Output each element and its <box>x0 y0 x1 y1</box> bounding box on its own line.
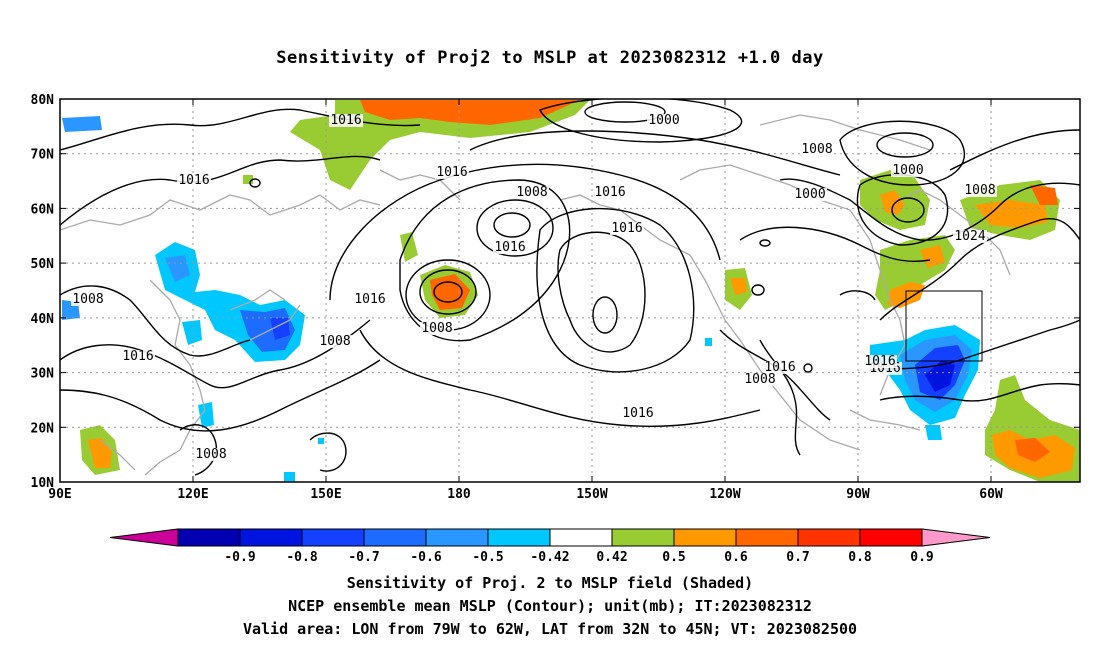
contour-label: 1008 <box>72 292 103 307</box>
colorbar-swatch <box>673 528 737 547</box>
shade-us-orange2 <box>920 245 945 268</box>
colorbar-label: 0.9 <box>910 550 933 565</box>
shade-eastcoast-blue5 <box>925 425 942 440</box>
lon-label: 150E <box>310 487 341 502</box>
colorbar-swatch <box>611 528 675 547</box>
colorbar-label: 0.5 <box>662 550 685 565</box>
lat-label: 70N <box>31 148 55 163</box>
mslp-contours <box>60 99 1080 476</box>
coastlines <box>60 114 1011 476</box>
shade-small-blue <box>182 320 202 345</box>
lat-label: 40N <box>31 312 55 327</box>
colorbar-swatch <box>239 528 303 547</box>
colorbar-label: -0.5 <box>472 550 503 565</box>
graticule <box>60 99 1080 482</box>
shade-taiwan-blue <box>198 402 214 428</box>
colorbar-swatch <box>363 528 427 547</box>
contour-label: 1016 <box>354 292 385 307</box>
contour-label: 1000 <box>794 187 825 202</box>
colorbar-swatch <box>735 528 799 547</box>
contour-label: 1008 <box>801 142 832 157</box>
colorbar-swatch <box>301 528 365 547</box>
lat-label: 50N <box>31 257 55 272</box>
colorbar-label: -0.9 <box>224 550 255 565</box>
colorbar-label: 0.6 <box>724 550 748 565</box>
colorbar-swatch <box>797 528 861 547</box>
contour-label: 1016 <box>178 173 209 188</box>
contour-label: 1016 <box>764 360 795 375</box>
contour-label: 1016 <box>436 165 467 180</box>
caption-valid-area: Valid area: LON from 79W to 62W, LAT fro… <box>242 620 858 638</box>
colorbar-label: 0.7 <box>786 550 809 565</box>
shade-bay-orange <box>88 438 112 468</box>
lat-label: 80N <box>31 93 55 108</box>
shade-blue-topleft <box>62 116 102 132</box>
contour-label: 1016 <box>122 349 153 364</box>
contour-label: 1000 <box>648 113 679 128</box>
contour-label: 1008 <box>195 447 226 462</box>
shade-greenland-orange <box>880 190 905 215</box>
lon-label: 90E <box>48 487 71 502</box>
shade-tiny-cyan2 <box>318 438 324 444</box>
colorbar-label: -0.7 <box>348 550 379 565</box>
colorbar-label: 0.8 <box>848 550 872 565</box>
colorbar: -0.9 -0.8 -0.7 -0.6 -0.5 -0.42 0.42 0.5 0.6 0.7 0.… <box>109 528 991 565</box>
contour-label: 1016 <box>494 240 525 255</box>
colorbar-swatch <box>487 528 551 547</box>
lat-label: 20N <box>31 421 55 436</box>
caption-shading: Sensitivity of Proj. 2 to MSLP field (Sh… <box>346 574 754 592</box>
valid-area-box <box>905 290 983 362</box>
sensitivity-shading <box>62 100 1080 482</box>
lon-label: 60W <box>979 487 1003 502</box>
contour-label: 1008 <box>964 183 995 198</box>
shade-atl-orange2 <box>1015 438 1050 462</box>
colorbar-swatch <box>549 528 613 547</box>
contour-label: 1016 <box>864 354 895 369</box>
caption-contour: NCEP ensemble mean MSLP (Contour); unit(… <box>288 597 812 615</box>
lon-label: 180 <box>447 487 471 502</box>
contour-label: 1016 <box>622 406 653 421</box>
contour-label: 1016 <box>611 221 642 236</box>
colorbar-low-arrow <box>109 528 179 547</box>
contour-label: 1016 <box>594 185 625 200</box>
lat-label: 10N <box>31 476 55 491</box>
colorbar-label: -0.42 <box>530 550 569 565</box>
contour-label: 1024 <box>954 229 985 244</box>
shade-arctic-orange <box>360 100 580 125</box>
lon-label: 90W <box>846 487 870 502</box>
colorbar-label: 0.42 <box>596 550 627 565</box>
colorbar-swatch <box>859 528 923 547</box>
shade-alaska-orange <box>730 278 747 295</box>
shade-japan-blue2 <box>165 255 190 282</box>
shade-tiny-cyan3 <box>705 338 712 346</box>
contour-label: 1008 <box>319 334 350 349</box>
contour-label: 1000 <box>892 163 923 178</box>
shade-eastcoast-blue4 <box>925 360 955 392</box>
lon-label: 150W <box>576 487 607 502</box>
contour-label: 1008 <box>516 185 547 200</box>
plot-frame <box>59 98 1081 483</box>
shade-small-green <box>400 232 418 262</box>
colorbar-high-arrow <box>921 528 991 547</box>
contour-label: 1008 <box>421 321 452 336</box>
contour-label: 1016 <box>330 113 361 128</box>
lon-label: 120E <box>177 487 208 502</box>
colorbar-swatch <box>425 528 489 547</box>
shade-labrador-orange2 <box>1030 185 1058 205</box>
shade-japan-blue4 <box>270 318 290 340</box>
colorbar-swatch <box>177 528 241 547</box>
longitude-labels: 90E 120E 150E 180 150W 120W 90W 60W <box>48 487 1003 502</box>
lat-label: 30N <box>31 367 55 382</box>
shade-labrador-orange <box>975 200 1048 228</box>
latitude-labels: 80N 70N 60N 50N 40N 30N 20N 10N <box>31 93 55 491</box>
lat-label: 60N <box>31 202 55 217</box>
lon-label: 120W <box>709 487 740 502</box>
colorbar-label: -0.8 <box>286 550 317 565</box>
shade-small-cyan <box>284 472 295 482</box>
colorbar-label: -0.6 <box>410 550 441 565</box>
contour-label: 1008 <box>744 372 775 387</box>
plot-title: Sensitivity of Proj2 to MSLP at 20230823… <box>276 48 824 68</box>
